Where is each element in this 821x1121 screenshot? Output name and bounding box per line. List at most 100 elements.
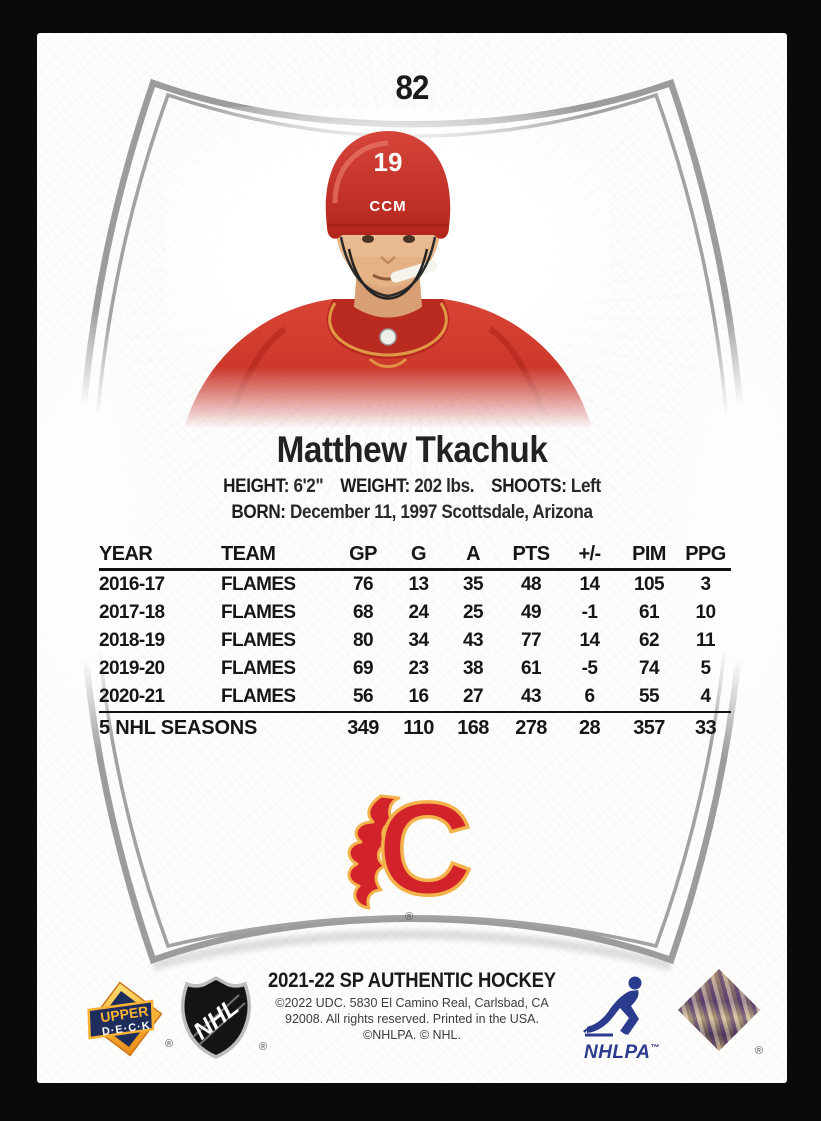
stats-header-PPG: PPG (680, 541, 731, 571)
stats-cell: 74 (639, 658, 660, 679)
shoots-value: Left (570, 476, 601, 497)
stats-cell: 25 (463, 602, 484, 623)
stats-cell: 6 (561, 683, 618, 713)
totals-cell: 357 (633, 717, 665, 739)
born-label: BORN: (231, 502, 286, 523)
upper-deck-logo: UPPER D·E·C·K (83, 979, 167, 1063)
stats-cell: 61 (521, 658, 542, 679)
nhl-registered-mark: ® (259, 1041, 268, 1053)
nhl-shield-logo: NHL (175, 975, 257, 1061)
stats-cell: 56 (334, 683, 392, 713)
stats-cell: 23 (408, 658, 430, 679)
helmet-brand: CCM (369, 198, 406, 215)
stats-cell: 14 (579, 630, 601, 651)
stats-cell: 69 (353, 658, 374, 679)
stats-header-row: YEAR TEAM GP G A PTS +/- PIM PPG (99, 541, 731, 571)
stats-header-TEAM: TEAM (221, 541, 334, 571)
stats-cell: 3 (700, 574, 712, 595)
totals-cell: 168 (457, 717, 489, 739)
height-value: 6'2" (293, 476, 324, 497)
stats-cell: -1 (581, 602, 598, 623)
stats-row: 2020-21 FLAMES 56 16 27 43 6 55 4 (99, 683, 731, 713)
stats-cell: 62 (639, 630, 660, 651)
stats-header-YEAR: YEAR (99, 541, 221, 571)
stats-cell: 76 (353, 574, 374, 595)
team-logo-calgary-flames: C (329, 773, 491, 926)
stats-cell: 16 (392, 683, 445, 713)
stats-cell: 35 (463, 574, 484, 595)
stats-cell: 49 (521, 602, 542, 623)
stats-cell: 2018-19 (99, 630, 165, 651)
totals-cell: 28 (578, 717, 601, 739)
helmet-number: 19 (374, 147, 403, 177)
stats-cell: FLAMES (221, 683, 334, 713)
shield-shape (181, 976, 251, 1059)
player-name: Matthew Tkachuk (276, 429, 548, 470)
copyright-line-1: ©2022 UDC. 5830 El Camino Real, Carlsbad… (275, 995, 549, 1010)
product-title: 2021-22 SP AUTHENTIC HOCKEY (268, 969, 556, 992)
collar-logo (379, 328, 397, 346)
stats-header-A: A (445, 541, 501, 571)
nhlpa-wordmark: NHLPA™ (567, 1042, 677, 1064)
stats-cell: 5 (700, 658, 712, 679)
stats-cell: 27 (445, 683, 501, 713)
stats-row: 2016-17 FLAMES 76 13 35 48 14 105 3 (99, 570, 731, 600)
upper-deck-registered-mark: ® (165, 1038, 174, 1050)
stats-cell: 10 (695, 602, 717, 623)
stats-cell: 13 (408, 574, 430, 595)
nhlpa-player-icon (583, 976, 642, 1037)
flaming-c-letter: C (377, 778, 472, 922)
stats-cell: -5 (581, 658, 598, 679)
bio-line-2: BORN: December 11, 1997 Scottsdale, Ariz… (75, 502, 750, 524)
stats-header-G: G (392, 541, 445, 571)
nhlpa-logo: NHLPA™ (567, 975, 677, 1065)
bio-line-1: HEIGHT: 6'2" WEIGHT: 202 lbs. SHOOTS: Le… (75, 476, 750, 498)
copyright-line-2: 92008. All rights reserved. Printed in t… (285, 1011, 539, 1026)
shoots-label: SHOOTS: (491, 476, 567, 497)
stats-cell: 24 (408, 602, 430, 623)
flames-registered-mark: ® (405, 911, 414, 923)
nhlpa-text: NHLPA (583, 1042, 651, 1063)
stats-section: YEAR TEAM GP G A PTS +/- PIM PPG 2016-17 FLAMES 76… (99, 541, 731, 744)
helmet (325, 131, 451, 239)
stats-cell: 105 (634, 574, 665, 595)
stats-cell: 80 (353, 630, 374, 651)
stats-cell: 77 (521, 630, 542, 651)
hologram-registered-mark: ® (754, 1045, 763, 1057)
stats-cell: 61 (639, 602, 660, 623)
stats-row: 2018-19 FLAMES 80 34 43 77 14 62 11 (99, 627, 731, 655)
stats-cell: FLAMES (221, 630, 296, 651)
stats-cell: 34 (408, 630, 430, 651)
height-label: HEIGHT: (223, 476, 290, 497)
totals-label: 5 NHL SEASONS (99, 717, 258, 739)
stats-cell: 38 (463, 658, 484, 679)
totals-cell: 349 (347, 717, 379, 739)
hologram-sticker: ® (675, 968, 765, 1065)
stats-table: YEAR TEAM GP G A PTS +/- PIM PPG 2016-17 FLAMES 76… (99, 541, 731, 744)
stats-cell: 55 (618, 683, 680, 713)
stats-row: 2017-18 FLAMES 68 24 25 49 -1 61 10 (99, 599, 731, 627)
upper-deck-word1: UPPER (99, 1003, 149, 1026)
card-number: 82 (395, 69, 430, 107)
stats-cell: 11 (696, 630, 715, 651)
mouthguard (390, 260, 438, 283)
stats-header-GP: GP (334, 541, 392, 571)
stats-cell: 2019-20 (99, 658, 165, 679)
totals-cell: 110 (403, 717, 434, 739)
stats-cell: 48 (521, 574, 542, 595)
stats-header-PIM: PIM (618, 541, 680, 571)
stats-cell: 43 (463, 630, 484, 651)
stats-cell: FLAMES (221, 602, 296, 623)
weight-label: WEIGHT: (340, 476, 410, 497)
weight-value: 202 lbs. (414, 476, 475, 497)
hologram-diamond (677, 968, 761, 1052)
stats-cell: 2016-17 (99, 574, 165, 595)
stats-cell: 2020-21 (99, 683, 221, 713)
stats-totals-row: 5 NHL SEASONS 349 110 168 278 28 357 33 (99, 712, 731, 744)
stats-header-PTS: PTS (501, 541, 561, 571)
stats-cell: FLAMES (221, 658, 296, 679)
stats-cell: 68 (353, 602, 374, 623)
stats-cell: 2017-18 (99, 602, 165, 623)
stats-row: 2019-20 FLAMES 69 23 38 61 -5 74 5 (99, 655, 731, 683)
